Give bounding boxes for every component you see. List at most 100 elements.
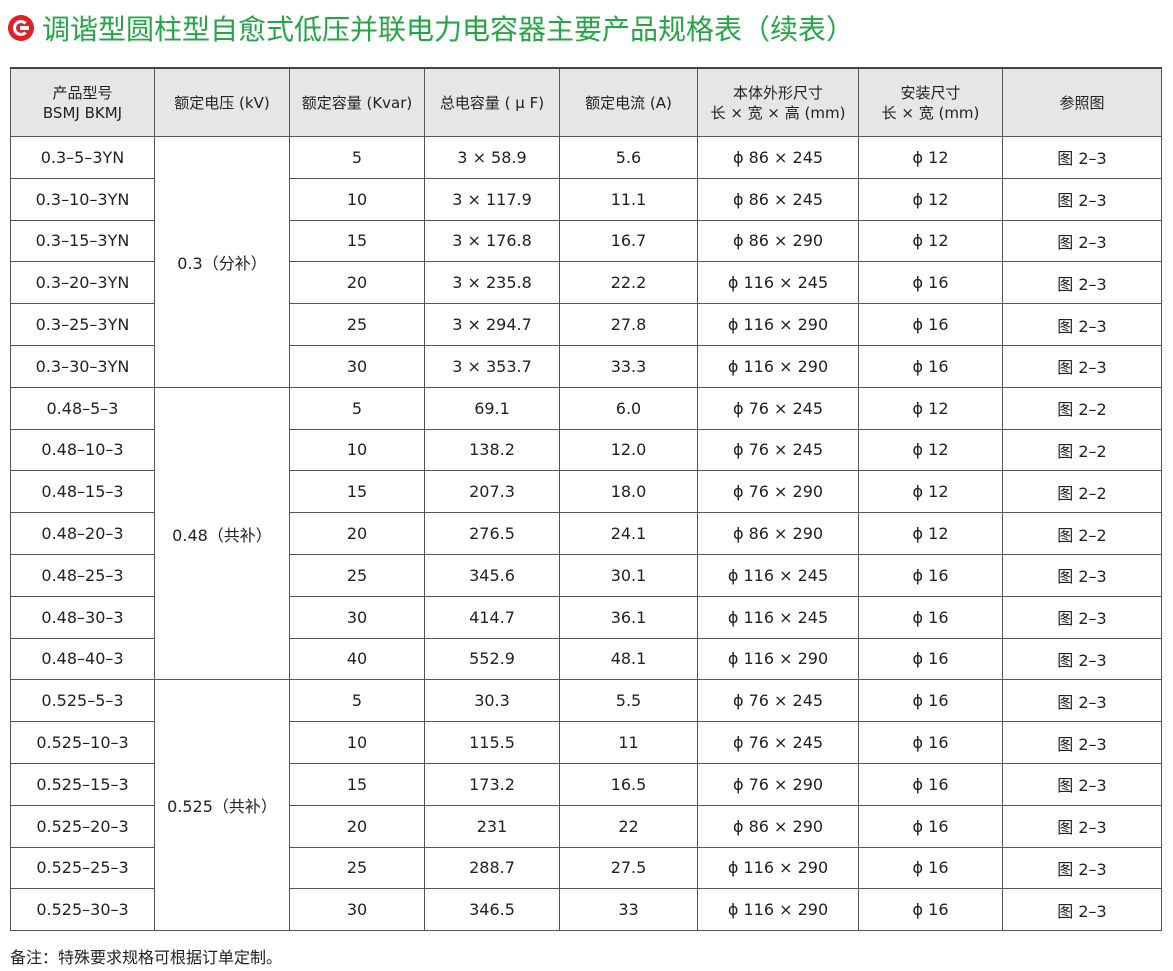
cell-size: ϕ 76 × 245 — [697, 428, 859, 472]
cell-capacitance: 552.9 — [424, 637, 560, 681]
cell-capacity: 40 — [289, 637, 425, 681]
cell-capacity: 20 — [289, 512, 425, 555]
footnote: 备注：特殊要求规格可根据订单定制。 — [10, 948, 283, 967]
cell-current: 16.7 — [559, 219, 698, 263]
cell-model: 0.48–20–3 — [10, 512, 155, 555]
table-row: 0.525–30–3 30 346.5 33 ϕ 116 × 290 ϕ 16 图 2–3 — [10, 888, 1162, 932]
table-row: 0.3–30–3YN 30 3 × 353.7 33.3 ϕ 116 × 290 ϕ 16… — [10, 344, 1162, 388]
cell-capacity: 15 — [289, 762, 425, 806]
header-voltage: 额定电压 (kV) — [154, 67, 290, 137]
cell-size: ϕ 116 × 245 — [697, 595, 859, 639]
cell-model: 0.525–25–3 — [10, 846, 155, 890]
cell-capacitance: 3 × 176.8 — [424, 219, 560, 263]
cell-size: ϕ 76 × 245 — [697, 679, 859, 723]
header-install-line2: 长 × 宽 (mm) — [881, 103, 980, 122]
cell-size: ϕ 86 × 245 — [697, 136, 859, 179]
cell-capacitance: 276.5 — [424, 512, 560, 555]
cell-capacity: 25 — [289, 553, 425, 597]
cell-size: ϕ 86 × 290 — [697, 804, 859, 848]
table-row: 0.525–15–3 15 173.2 16.5 ϕ 76 × 290 ϕ 16 图 2–3 — [10, 762, 1162, 806]
cell-size: ϕ 86 × 290 — [697, 219, 859, 263]
table-row: 0.525–20–3 20 231 22 ϕ 86 × 290 ϕ 16 图 2–3 — [10, 804, 1162, 848]
header-size-line2: 长 × 宽 × 高 (mm) — [710, 103, 846, 122]
cell-install: ϕ 16 — [858, 804, 1003, 848]
cell-capacitance: 30.3 — [424, 679, 560, 723]
cell-capacitance: 3 × 117.9 — [424, 177, 560, 221]
cell-install: ϕ 16 — [858, 344, 1003, 388]
header-install-line1: 安装尺寸 — [900, 83, 961, 102]
cell-capacity: 20 — [289, 261, 425, 305]
table-row: 0.525–5–3 0.525（共补） 5 30.3 5.5 ϕ 76 × 245 ϕ 16… — [10, 679, 1162, 932]
cell-size: ϕ 76 × 245 — [697, 721, 859, 764]
cell-current: 5.6 — [559, 136, 698, 179]
cell-model: 0.3–25–3YN — [10, 303, 155, 346]
cell-size: ϕ 116 × 290 — [697, 888, 859, 932]
cell-voltage: 0.48（共补） — [154, 386, 290, 681]
cell-figure: 图 2–3 — [1002, 303, 1162, 346]
cell-capacitance: 288.7 — [424, 846, 560, 890]
cell-model: 0.525–15–3 — [10, 762, 155, 806]
cell-capacity: 5 — [289, 386, 425, 430]
cell-figure: 图 2–2 — [1002, 512, 1162, 555]
cell-current: 16.5 — [559, 762, 698, 806]
cell-figure: 图 2–3 — [1002, 553, 1162, 597]
table-row: 0.48–5–3 0.48（共补） 5 69.1 6.0 ϕ 76 × 245 ϕ 12 图 … — [10, 386, 1162, 681]
cell-voltage: 0.525（共补） — [154, 679, 290, 932]
cell-model: 0.3–20–3YN — [10, 261, 155, 305]
title-bar: 调谐型圆柱型自愈式低压并联电力电容器主要产品规格表（续表） — [8, 6, 854, 50]
cell-capacitance: 231 — [424, 804, 560, 848]
cell-current: 36.1 — [559, 595, 698, 639]
cell-capacitance: 69.1 — [424, 386, 560, 430]
cell-capacitance: 3 × 58.9 — [424, 136, 560, 179]
cell-size: ϕ 116 × 290 — [697, 846, 859, 890]
header-model: 产品型号 BSMJ BKMJ — [10, 67, 155, 137]
cell-figure: 图 2–2 — [1002, 428, 1162, 472]
cell-size: ϕ 76 × 290 — [697, 470, 859, 514]
cell-current: 48.1 — [559, 637, 698, 681]
cell-model: 0.525–10–3 — [10, 721, 155, 764]
table-row: 0.3–20–3YN 20 3 × 235.8 22.2 ϕ 116 × 245 ϕ 16… — [10, 261, 1162, 305]
header-install: 安装尺寸 长 × 宽 (mm) — [858, 67, 1003, 137]
table-body: 0.3–5–3YN 0.3（分补） 5 3 × 58.9 5.6 ϕ 86 × 245 ϕ … — [10, 136, 1162, 932]
cell-figure: 图 2–3 — [1002, 846, 1162, 890]
cell-install: ϕ 16 — [858, 762, 1003, 806]
cell-current: 33.3 — [559, 344, 698, 388]
cell-capacity: 25 — [289, 846, 425, 890]
cell-current: 18.0 — [559, 470, 698, 514]
header-model-line2: BSMJ BKMJ — [42, 103, 123, 122]
cell-size: ϕ 86 × 245 — [697, 177, 859, 221]
spec-table: 产品型号 BSMJ BKMJ 额定电压 (kV) 额定容量 (Kvar) 总电容… — [10, 67, 1162, 932]
table-row: 0.48–10–3 10 138.2 12.0 ϕ 76 × 245 ϕ 12 图 2–2 — [10, 428, 1162, 472]
cell-figure: 图 2–3 — [1002, 804, 1162, 848]
cell-current: 24.1 — [559, 512, 698, 555]
cell-current: 27.5 — [559, 846, 698, 890]
cell-model: 0.48–25–3 — [10, 553, 155, 597]
cell-model: 0.3–30–3YN — [10, 344, 155, 388]
cell-capacitance: 345.6 — [424, 553, 560, 597]
cell-figure: 图 2–3 — [1002, 679, 1162, 723]
cell-size: ϕ 116 × 290 — [697, 303, 859, 346]
cell-model: 0.48–30–3 — [10, 595, 155, 639]
cell-size: ϕ 76 × 245 — [697, 386, 859, 430]
header-total-capacitance: 总电容量 ( μ F) — [424, 67, 560, 137]
cell-capacity: 30 — [289, 344, 425, 388]
header-figure: 参照图 — [1002, 67, 1162, 137]
cell-install: ϕ 12 — [858, 470, 1003, 514]
cell-install: ϕ 16 — [858, 679, 1003, 723]
table-row: 0.3–5–3YN 0.3（分补） 5 3 × 58.9 5.6 ϕ 86 × 245 ϕ … — [10, 136, 1162, 388]
cell-capacitance: 346.5 — [424, 888, 560, 932]
cell-install: ϕ 12 — [858, 219, 1003, 263]
cell-install: ϕ 16 — [858, 888, 1003, 932]
cell-model: 0.3–15–3YN — [10, 219, 155, 263]
table-row: 0.48–25–3 25 345.6 30.1 ϕ 116 × 245 ϕ 16 图 2–3 — [10, 553, 1162, 597]
table-row: 0.48–20–3 20 276.5 24.1 ϕ 86 × 290 ϕ 12 图 2–2 — [10, 512, 1162, 555]
cell-figure: 图 2–3 — [1002, 177, 1162, 221]
cell-install: ϕ 16 — [858, 637, 1003, 681]
cell-install: ϕ 12 — [858, 386, 1003, 430]
header-capacity: 额定容量 (Kvar) — [289, 67, 425, 137]
cell-install: ϕ 12 — [858, 428, 1003, 472]
page-title: 调谐型圆柱型自愈式低压并联电力电容器主要产品规格表（续表） — [42, 13, 855, 46]
cell-current: 12.0 — [559, 428, 698, 472]
cell-figure: 图 2–3 — [1002, 595, 1162, 639]
table-row: 0.48–30–3 30 414.7 36.1 ϕ 116 × 245 ϕ 16 图 2–3 — [10, 595, 1162, 639]
